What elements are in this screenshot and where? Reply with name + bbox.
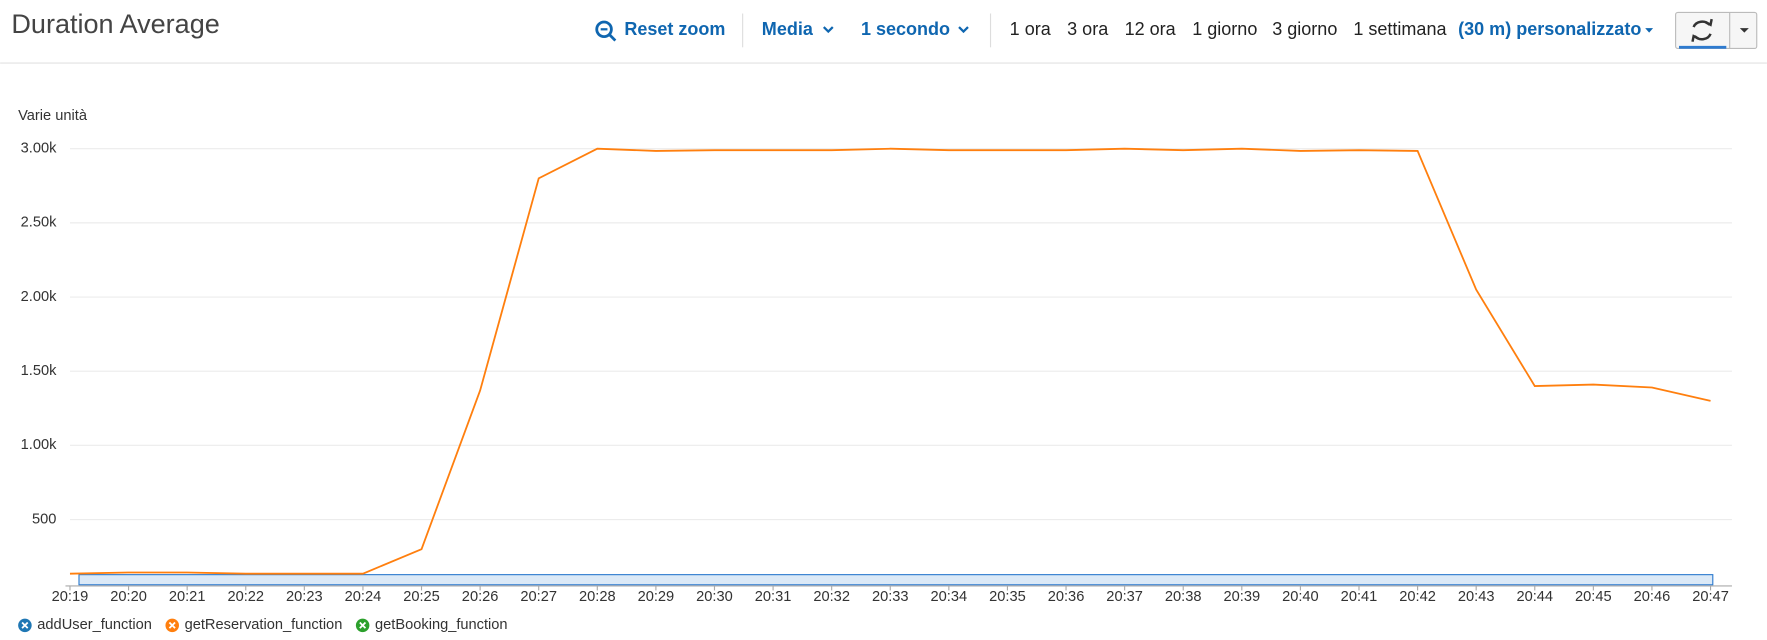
x-tick-label: 20:43 bbox=[1458, 589, 1495, 605]
zoom-navigator[interactable] bbox=[78, 574, 1714, 586]
range-option[interactable]: 1 ora bbox=[1010, 19, 1052, 39]
legend-item[interactable]: getBooking_function bbox=[355, 617, 508, 633]
x-tick-label: 20:47 bbox=[1692, 589, 1729, 605]
legend-label: getBooking_function bbox=[375, 617, 508, 633]
chevron bbox=[822, 26, 834, 34]
statistic-select[interactable]: Media bbox=[762, 19, 814, 39]
chart-title: Duration Average bbox=[11, 9, 219, 39]
x-tick-label: 20:27 bbox=[520, 589, 557, 605]
caret bbox=[1645, 28, 1654, 33]
x-tick-label: 20:29 bbox=[638, 589, 675, 605]
x-tick-label: 20:46 bbox=[1634, 589, 1671, 605]
y-tick-label: 500 bbox=[32, 511, 56, 527]
y-tick-label: 2.00k bbox=[21, 289, 57, 305]
y-tick-label: 2.50k bbox=[21, 215, 57, 231]
series-line bbox=[69, 147, 1711, 575]
x-tick-label: 20:33 bbox=[872, 589, 909, 605]
x-tick-label: 20:42 bbox=[1399, 589, 1436, 605]
y-tick-label: 1.50k bbox=[21, 363, 57, 379]
reset-zoom[interactable]: Reset zoom bbox=[624, 19, 725, 39]
x-tick-label: 20:38 bbox=[1165, 589, 1202, 605]
x-tick-label: 20:28 bbox=[579, 589, 616, 605]
legend-item[interactable]: addUser_function bbox=[18, 617, 152, 633]
x-tick-label: 20:20 bbox=[110, 589, 147, 605]
x-tick-label: 20:25 bbox=[403, 589, 440, 605]
legend-label: getReservation_function bbox=[185, 617, 343, 633]
x-tick-label: 20:22 bbox=[227, 589, 264, 605]
x-tick-label: 20:45 bbox=[1575, 589, 1612, 605]
range-option[interactable]: 3 giorno bbox=[1272, 19, 1337, 39]
x-tick-label: 20:30 bbox=[696, 589, 733, 605]
y-axis-label: Varie unità bbox=[18, 108, 88, 124]
x-tick-label: 20:44 bbox=[1516, 589, 1553, 605]
toolbar: Reset zoom Media 1 secondo 1 ora 3 ora 1… bbox=[595, 11, 1758, 50]
x-tick-label: 20:37 bbox=[1106, 589, 1143, 605]
x-tick-label: 20:21 bbox=[169, 589, 206, 605]
x-tick-label: 20:26 bbox=[462, 589, 499, 605]
x-tick-label: 20:32 bbox=[813, 589, 850, 605]
period-select[interactable]: 1 secondo bbox=[861, 19, 950, 39]
x-tick-label: 20:36 bbox=[1048, 589, 1085, 605]
range-option[interactable]: 12 ora bbox=[1125, 19, 1177, 39]
y-tick-label: 1.00k bbox=[21, 437, 57, 453]
legend-cross bbox=[168, 621, 176, 629]
legend-cross bbox=[21, 621, 29, 629]
x-tick-label: 20:34 bbox=[931, 589, 968, 605]
legend-item[interactable]: getReservation_function bbox=[165, 617, 342, 633]
caret bbox=[1739, 28, 1749, 33]
range-option[interactable]: 1 settimana bbox=[1353, 19, 1447, 39]
chevron bbox=[958, 26, 969, 34]
x-tick-label: 20:23 bbox=[286, 589, 323, 605]
x-tick-label: 20:19 bbox=[52, 589, 89, 605]
legend-label: addUser_function bbox=[37, 617, 152, 633]
legend-cross bbox=[359, 621, 367, 629]
refresh-icon bbox=[1691, 18, 1713, 42]
x-tick-label: 20:40 bbox=[1282, 589, 1319, 605]
x-tick-label: 20:35 bbox=[989, 589, 1026, 605]
range-option[interactable]: 1 giorno bbox=[1192, 19, 1257, 39]
x-tick-label: 20:31 bbox=[755, 589, 792, 605]
custom-range[interactable]: (30 m) personalizzato bbox=[1458, 19, 1641, 39]
x-tick-label: 20:39 bbox=[1224, 589, 1261, 605]
range-option[interactable]: 3 ora bbox=[1067, 19, 1109, 39]
y-tick-label: 3.00k bbox=[21, 141, 57, 157]
zoom-icon bbox=[595, 20, 617, 42]
x-tick-label: 20:24 bbox=[345, 589, 382, 605]
x-tick-label: 20:41 bbox=[1341, 589, 1378, 605]
